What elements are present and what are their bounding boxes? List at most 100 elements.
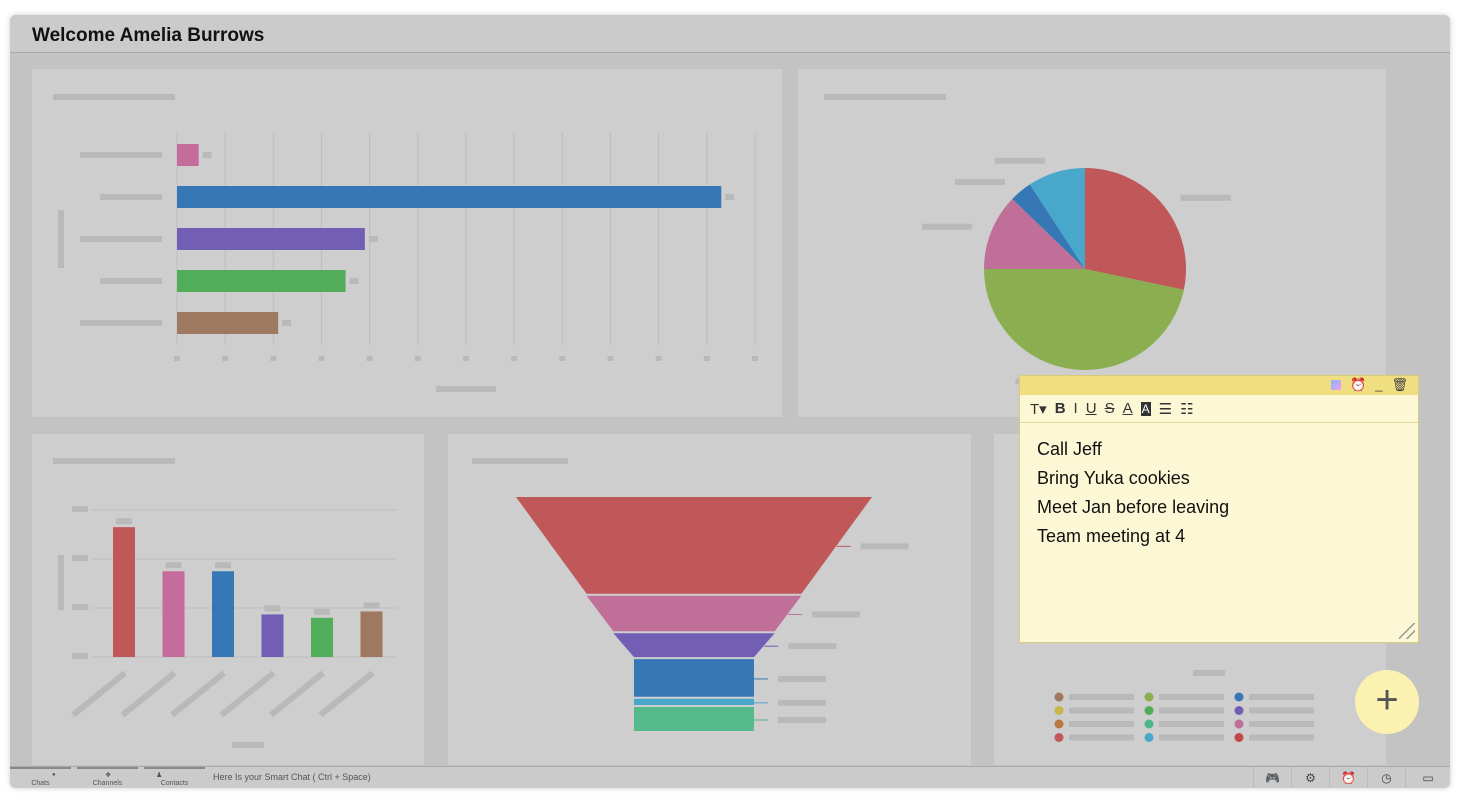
slice-label	[1180, 194, 1231, 201]
tick-label	[463, 356, 469, 361]
pie-slice	[1085, 168, 1186, 290]
font-color-button[interactable]: A	[1122, 400, 1133, 417]
bold-button[interactable]: B	[1054, 400, 1066, 417]
legend-title	[1193, 670, 1225, 676]
legend-dot	[1234, 719, 1244, 729]
note-line: Team meeting at 4	[1037, 526, 1186, 546]
games-icon[interactable]: 🎮	[1253, 767, 1291, 788]
bar	[177, 186, 722, 208]
data-label	[725, 194, 735, 200]
tick-label	[72, 653, 88, 659]
color-picker-icon[interactable]	[1331, 380, 1342, 390]
legend-dot	[1054, 719, 1064, 729]
tick-label	[607, 356, 614, 361]
add-button[interactable]: +	[1355, 670, 1419, 734]
data-label	[282, 320, 292, 326]
legend-label	[1069, 694, 1134, 700]
highlight-button[interactable]: A	[1140, 401, 1151, 416]
segment-label	[778, 675, 826, 682]
app-window: Welcome Amelia Burrows ⏰ _ 🗑 T▾ B I U S …	[10, 15, 1450, 788]
trash-icon[interactable]: 🗑	[1391, 377, 1408, 392]
funnel-segment	[634, 707, 754, 731]
bot-icon[interactable]: ⚙	[1291, 767, 1329, 788]
data-label	[202, 152, 212, 158]
data-label	[264, 605, 281, 612]
channels-icon: ❖	[105, 772, 112, 779]
legend-label	[1249, 734, 1314, 741]
segment-label	[778, 717, 826, 724]
tick-label	[366, 356, 373, 361]
legend-label	[1159, 721, 1224, 727]
tick-label	[703, 356, 710, 361]
legend-dot	[1054, 733, 1064, 742]
funnel-segment	[613, 633, 775, 658]
legend-label	[1069, 734, 1134, 741]
segment-label	[778, 699, 826, 706]
reminder-icon[interactable]: ⏰	[1329, 767, 1367, 788]
axis-title	[58, 210, 64, 268]
note-header[interactable]: ⏰ _ 🗑	[1020, 376, 1418, 395]
tick-label	[752, 356, 758, 361]
category-label	[318, 670, 375, 718]
legend-dot	[1144, 719, 1154, 729]
numbered-list-button[interactable]: ☷	[1180, 400, 1194, 418]
sticky-note[interactable]: ⏰ _ 🗑 T▾ B I U S A A ☰ ☷ Call Jeff Bring…	[1019, 375, 1419, 643]
smart-chat-input[interactable]: Here Is your Smart Chat ( Ctrl + Space)	[213, 772, 371, 782]
legend-label	[1249, 721, 1314, 727]
tick-label	[511, 356, 518, 361]
category-label	[269, 670, 325, 718]
chat-icon: ●	[52, 772, 56, 778]
strikethrough-button[interactable]: S	[1104, 400, 1115, 417]
page-title: Welcome Amelia Burrows	[32, 25, 265, 46]
legend-dot	[1144, 733, 1154, 742]
legend-dot	[1234, 733, 1244, 742]
tick-label	[414, 356, 421, 361]
italic-button[interactable]: I	[1073, 400, 1078, 417]
funnel-segment	[516, 497, 872, 594]
tick-label	[655, 356, 662, 361]
note-toolbar: T▾ B I U S A A ☰ ☷	[1020, 395, 1418, 423]
pie-slice	[1029, 168, 1085, 269]
data-label	[363, 602, 380, 609]
funnel-segment	[586, 595, 802, 632]
legend-dot	[1234, 706, 1244, 715]
text-size-button[interactable]: T▾	[1030, 400, 1047, 418]
pie-slice	[984, 269, 1184, 370]
data-label	[368, 236, 378, 242]
segment-label	[860, 543, 909, 550]
tab-channels[interactable]: ❖ Channels	[77, 767, 138, 788]
category-label	[170, 670, 226, 718]
legend-label	[1249, 707, 1314, 714]
segment-label	[788, 643, 837, 650]
tab-chats[interactable]: ● Chats	[10, 767, 71, 788]
bullet-list-button[interactable]: ☰	[1158, 400, 1173, 418]
contacts-icon: ♟	[156, 772, 163, 779]
messages-icon[interactable]: ▭	[1405, 767, 1450, 788]
column	[360, 611, 383, 657]
legend-dot	[1054, 692, 1064, 702]
bottom-bar: ● Chats ❖ Channels ♟ Contacts Here Is your …	[10, 766, 1450, 788]
underline-button[interactable]: U	[1085, 400, 1097, 417]
tab-contacts[interactable]: ♟ Contacts	[144, 767, 205, 788]
note-content[interactable]: Call Jeff Bring Yuka cookies Meet Jan be…	[1020, 423, 1418, 563]
legend-label	[1159, 707, 1224, 714]
minimize-icon[interactable]: _	[1375, 377, 1383, 392]
category-label	[80, 236, 162, 242]
legend-dot	[1144, 706, 1154, 715]
resize-handle-icon[interactable]	[1399, 623, 1415, 639]
tick-label	[72, 604, 88, 610]
category-label	[219, 670, 276, 718]
note-line: Meet Jan before leaving	[1037, 497, 1230, 517]
slice-label	[994, 157, 1045, 164]
category-label	[100, 278, 162, 284]
tick-label	[222, 356, 229, 361]
data-label	[314, 608, 330, 615]
axis-title	[58, 555, 64, 610]
tick-label	[72, 506, 88, 512]
legend-label	[1069, 707, 1134, 714]
category-label	[71, 670, 127, 718]
history-icon[interactable]: ◷	[1367, 767, 1405, 788]
legend-label	[1159, 694, 1224, 700]
alarm-icon[interactable]: ⏰	[1350, 377, 1367, 392]
note-line: Bring Yuka cookies	[1037, 468, 1190, 488]
